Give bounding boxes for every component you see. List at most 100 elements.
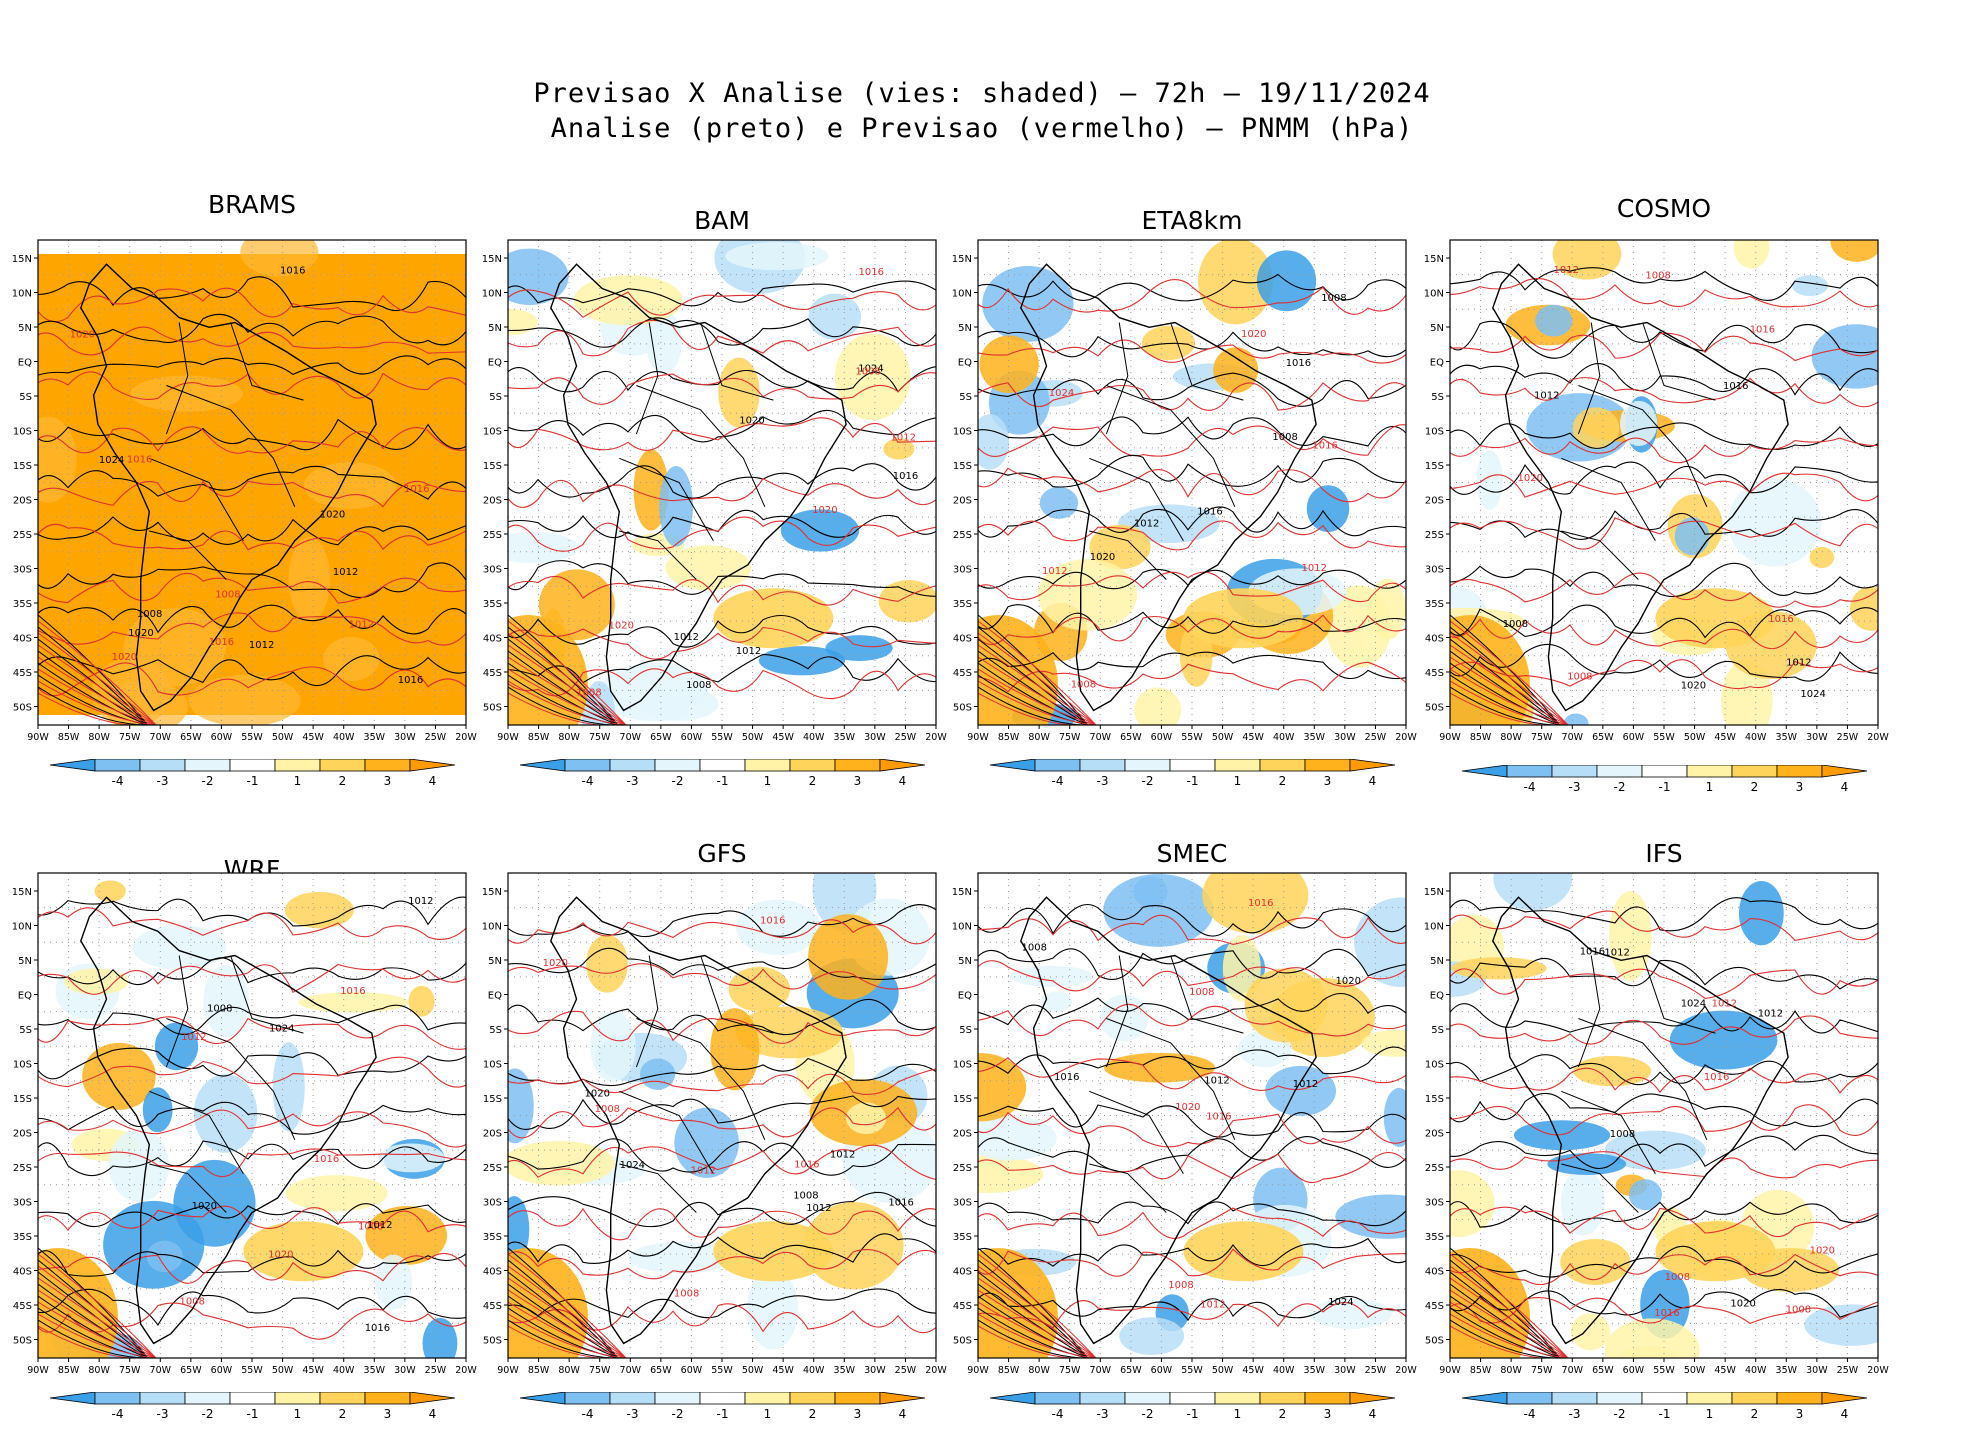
isobar-label: 1012: [674, 632, 699, 643]
colorbar-segment: [519, 1392, 566, 1405]
colorbar-label: 4: [899, 774, 907, 788]
bias-blob: [586, 934, 628, 993]
analysis-isobar: [508, 1295, 619, 1358]
forecast-isobar: [38, 572, 466, 604]
lon-label: 20W: [1867, 732, 1889, 743]
forecast-isobar: [508, 575, 936, 606]
lat-label: 15N: [482, 887, 502, 898]
lon-label: 25W: [425, 732, 447, 743]
analysis-isobar: [978, 1237, 1406, 1267]
country-border: [149, 1163, 227, 1213]
isobar-label: 1016: [1704, 1072, 1729, 1083]
bias-blob: [1134, 687, 1182, 725]
colorbar-segment: [1686, 765, 1733, 778]
lat-label: 35S: [953, 599, 972, 610]
isobar-label: 1012: [349, 620, 374, 631]
analysis-isobar: [38, 1101, 466, 1135]
forecast-isobar: [1450, 668, 1569, 725]
forecast-isobar: [1450, 437, 1878, 464]
analysis-isobar: [508, 1288, 936, 1319]
colorbar-label: -1: [717, 774, 729, 788]
bias-blob: [1103, 1052, 1216, 1083]
colorbar-label: -1: [717, 1407, 729, 1421]
isobar-label: 1020: [1175, 1102, 1200, 1113]
bias-blob: [1809, 546, 1835, 569]
forecast-isobar: [508, 1313, 627, 1358]
colorbar-segment: [609, 759, 656, 772]
lon-label: 35W: [1304, 1365, 1326, 1376]
colorbar-segment: [1686, 1392, 1733, 1405]
forecast-isobar: [38, 656, 157, 725]
colorbar-segment: [1821, 1392, 1868, 1405]
analysis-isobar: [1450, 897, 1878, 932]
forecast-isobar: [508, 1289, 627, 1358]
lat-label: EQ: [18, 358, 32, 369]
isobar-label: 1016: [398, 675, 423, 686]
colorbar-segment: [1304, 759, 1351, 772]
map-panel-eta8km: 1008 1008 1012 1012 1016 1016 1016 1020 1020 1024…: [952, 239, 1417, 743]
lon-label: 25W: [895, 732, 917, 743]
coastline: [1492, 263, 1789, 712]
forecast-isobar: [38, 1265, 157, 1358]
isobar-label: 1012: [1042, 566, 1067, 577]
bias-blob: [1493, 873, 1573, 911]
analysis-isobar: [38, 1047, 466, 1080]
isobar-label: 1008: [1168, 1280, 1193, 1291]
analysis-isobar: [1450, 1295, 1561, 1358]
lat-label: 10S: [483, 1060, 502, 1071]
isobar-label: 1012: [367, 1220, 392, 1231]
colorbar-segment: [49, 759, 96, 772]
lon-label: 25W: [1365, 732, 1387, 743]
isobar-label: 1024: [1800, 689, 1825, 700]
forecast-isobar: [1450, 1277, 1569, 1358]
forecast-isobar: [978, 1313, 1097, 1358]
lon-label: 55W: [1653, 1365, 1675, 1376]
bias-blob: [188, 674, 301, 725]
lat-label: 40S: [953, 634, 972, 645]
colorbar-label: 3: [384, 1407, 392, 1421]
lat-label: EQ: [1430, 358, 1444, 369]
lat-label: 5N: [488, 323, 502, 334]
forecast-isobar: [38, 480, 466, 508]
bias-blob: [639, 686, 719, 721]
forecast-isobar: [1450, 1253, 1878, 1285]
bias-blob: [38, 416, 77, 503]
forecast-isobar: [1450, 618, 1878, 650]
isobar-label: 1016: [1286, 358, 1311, 369]
isobar-label: 1016: [340, 986, 365, 997]
bias-blob: [978, 1155, 1044, 1193]
country-border: [1561, 457, 1656, 541]
colorbar-segment: [879, 759, 926, 772]
lat-label: 30S: [953, 1198, 972, 1209]
lon-label: 75W: [589, 1365, 611, 1376]
lon-label: 65W: [1592, 1365, 1614, 1376]
bias-blob: [1039, 486, 1079, 519]
forecast-isobar: [508, 516, 936, 552]
colorbar-label: -4: [1052, 774, 1064, 788]
lat-label: 10S: [13, 1060, 32, 1071]
lat-label: 10N: [12, 289, 32, 300]
isobar-label: 1020: [112, 652, 137, 663]
analysis-isobar: [978, 1292, 1406, 1322]
lat-label: 45S: [483, 668, 502, 679]
lon-label: 20W: [925, 1365, 947, 1376]
bias-blob: [1183, 588, 1304, 649]
bias-blob: [1535, 304, 1573, 337]
colorbar-cosmo: -4 -3 -2 -1 1 2 3 4: [1461, 765, 1868, 794]
colorbar-label: 2: [1751, 780, 1759, 794]
forecast-isobar: [38, 1016, 466, 1050]
bias-blob: [104, 680, 188, 725]
forecast-isobar: [38, 1148, 466, 1178]
analysis-isobar: [38, 1295, 149, 1358]
bias-blob: [1655, 1221, 1776, 1282]
coastline: [1492, 896, 1789, 1345]
lon-label: 50W: [1684, 1365, 1706, 1376]
analysis-isobar: [1450, 461, 1878, 495]
colorbar-segment: [1776, 1392, 1823, 1405]
forecast-isobar: [1450, 517, 1878, 550]
forecast-isobar: [1450, 1151, 1878, 1179]
lat-label: EQ: [18, 991, 32, 1002]
forecast-isobar: [508, 1068, 936, 1095]
isobar-label: 1020: [128, 628, 153, 639]
lat-label: 50S: [13, 1336, 32, 1347]
